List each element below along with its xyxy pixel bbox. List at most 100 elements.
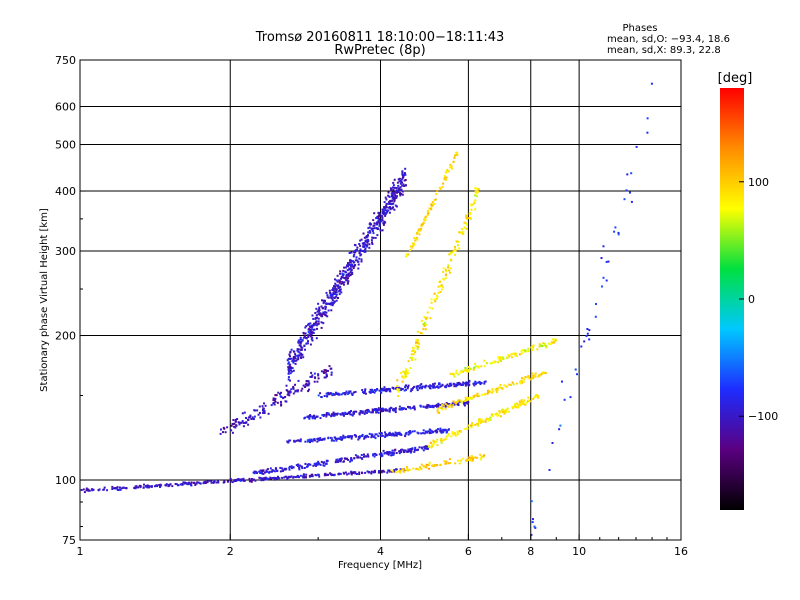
- echo-point: [324, 308, 327, 311]
- echo-point: [533, 525, 536, 528]
- echo-point: [522, 380, 525, 383]
- echo-point: [489, 418, 492, 421]
- echo-point: [400, 192, 403, 195]
- echo-point: [264, 404, 267, 407]
- echo-point: [234, 418, 237, 421]
- y-tick-label: 400: [55, 185, 76, 198]
- echo-point: [466, 368, 469, 371]
- echo-point: [480, 382, 483, 384]
- x-tick-label: 2: [227, 545, 234, 558]
- echo-point: [394, 204, 397, 207]
- echo-point: [275, 394, 278, 397]
- echo-point: [318, 475, 321, 478]
- echo-point: [376, 388, 379, 391]
- echo-point: [189, 483, 192, 485]
- echo-point: [527, 349, 530, 352]
- echo-point: [506, 407, 509, 410]
- echo-point: [483, 359, 486, 362]
- echo-point: [325, 370, 328, 373]
- echo-point: [286, 478, 289, 480]
- echo-point: [433, 404, 436, 407]
- echo-point: [417, 229, 420, 232]
- echo-point: [346, 281, 349, 284]
- echo-point: [437, 404, 440, 407]
- echo-point: [418, 468, 421, 471]
- echo-point: [528, 377, 531, 380]
- echo-point: [491, 388, 494, 391]
- echo-point: [370, 433, 373, 436]
- echo-point: [399, 186, 402, 189]
- echo-point: [309, 322, 312, 325]
- echo-point: [273, 403, 276, 406]
- echo-point: [362, 455, 365, 458]
- echo-point: [400, 372, 403, 375]
- echo-point: [501, 408, 504, 411]
- echo-point: [425, 463, 428, 466]
- echo-point: [504, 410, 507, 413]
- echo-point: [371, 408, 374, 411]
- echo-point: [265, 470, 268, 473]
- echo-point: [471, 422, 474, 425]
- echo-point: [468, 380, 471, 383]
- echo-point: [289, 372, 292, 375]
- echo-point: [280, 467, 283, 470]
- echo-point: [373, 212, 376, 215]
- echo-point: [415, 387, 418, 390]
- echo-point: [249, 479, 252, 482]
- echo-point: [363, 453, 365, 456]
- echo-point: [436, 411, 439, 414]
- echo-point: [303, 345, 306, 347]
- echo-point: [292, 476, 295, 479]
- echo-point: [361, 242, 364, 245]
- y-tick-label: 200: [55, 330, 76, 343]
- echo-point: [327, 413, 330, 416]
- echo-point: [279, 470, 282, 473]
- echo-point: [399, 471, 402, 474]
- echo-point: [291, 367, 294, 370]
- echo-point: [477, 420, 480, 423]
- echo-point: [351, 394, 354, 396]
- echo-point: [353, 243, 356, 246]
- echo-point: [340, 393, 343, 396]
- echo-point: [534, 375, 537, 378]
- echo-point: [230, 429, 233, 432]
- echo-point: [407, 372, 410, 375]
- echo-point: [372, 232, 375, 235]
- echo-point: [569, 396, 572, 399]
- echo-point: [142, 486, 145, 489]
- echo-point: [444, 268, 447, 271]
- echo-point: [407, 384, 410, 387]
- echo-point: [367, 455, 370, 458]
- echo-point: [374, 433, 377, 436]
- echo-point: [180, 483, 183, 486]
- echo-point: [476, 395, 479, 398]
- echo-point: [434, 464, 437, 466]
- echo-point: [325, 373, 328, 376]
- echo-point: [344, 266, 347, 269]
- echo-point: [447, 266, 450, 269]
- echo-point: [435, 294, 438, 297]
- echo-point: [372, 410, 374, 413]
- echo-point: [309, 326, 312, 328]
- echo-point: [440, 431, 443, 434]
- echo-point: [353, 253, 356, 256]
- echo-point: [526, 376, 529, 379]
- echo-point: [456, 384, 459, 387]
- echo-point: [299, 345, 302, 348]
- echo-point: [434, 430, 437, 433]
- x-tick-label: 8: [527, 545, 534, 558]
- echo-point: [317, 460, 320, 463]
- echo-point: [389, 390, 392, 393]
- echo-point: [279, 466, 282, 469]
- echo-point: [290, 465, 293, 468]
- echo-point: [385, 202, 388, 205]
- echo-point: [450, 167, 453, 170]
- echo-point: [357, 260, 360, 263]
- echo-point: [422, 328, 425, 331]
- echo-point: [551, 342, 554, 344]
- echo-point: [327, 309, 330, 312]
- echo-point: [85, 487, 88, 490]
- echo-point: [626, 173, 629, 176]
- echo-point: [646, 131, 649, 134]
